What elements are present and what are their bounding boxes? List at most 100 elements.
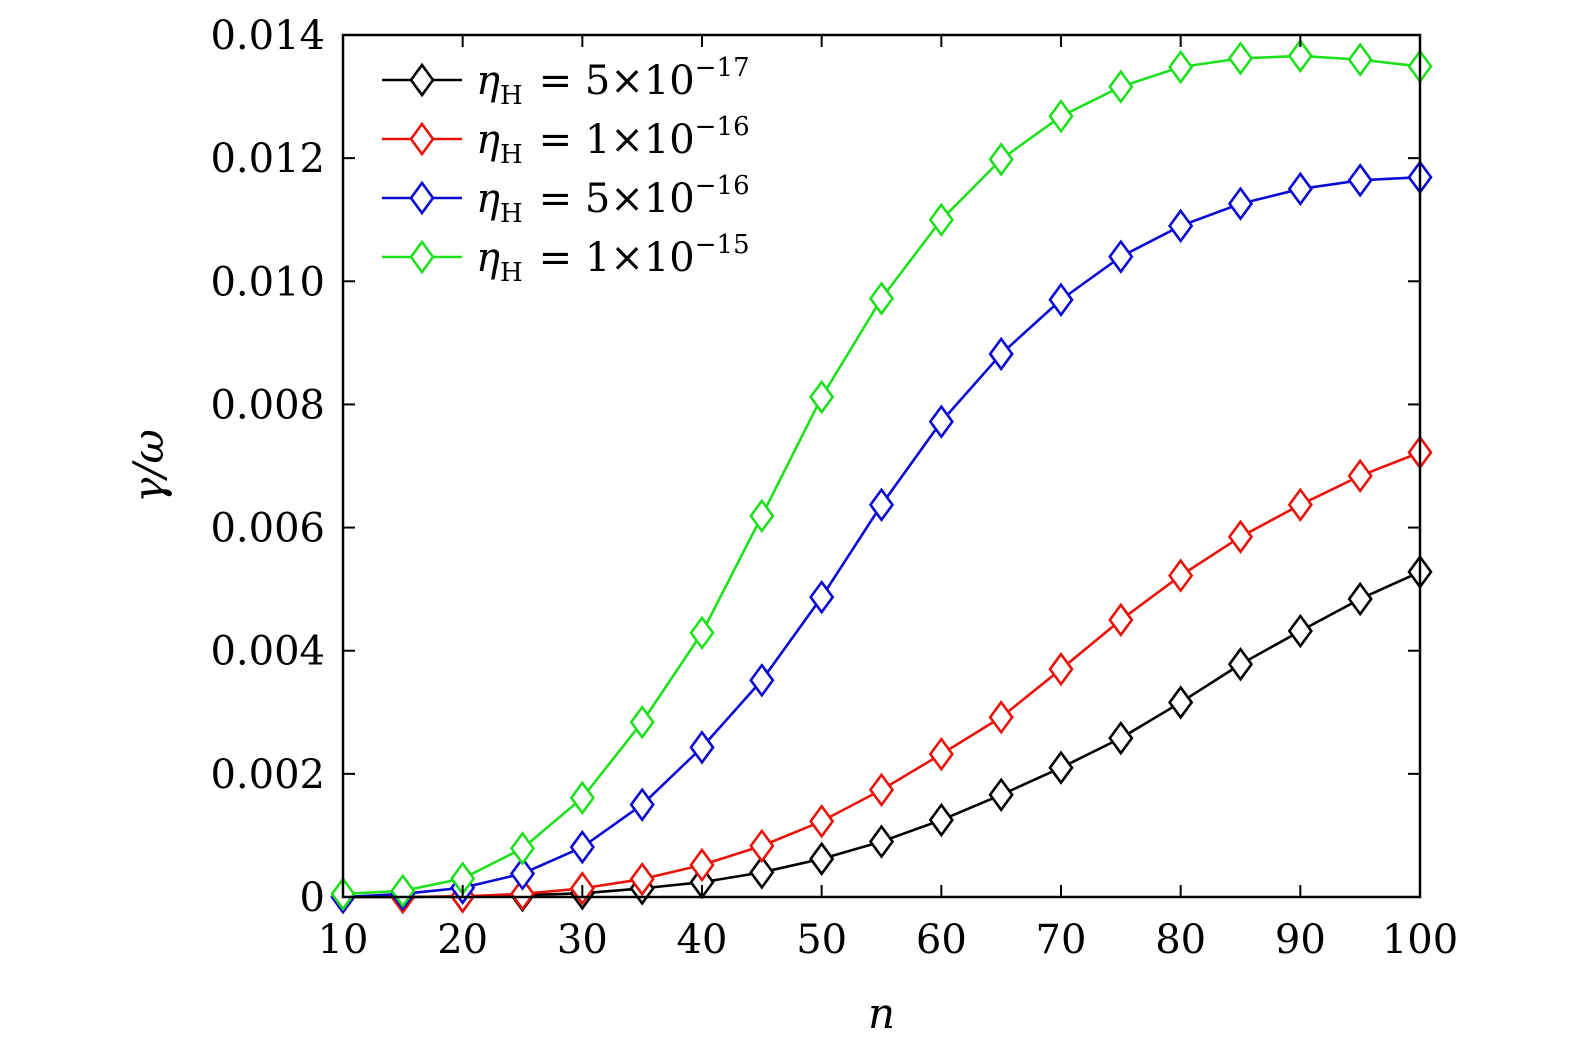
legend-subscript: H — [500, 199, 523, 229]
legend-subscript: H — [500, 258, 523, 288]
y-tick-label: 0.014 — [210, 13, 325, 59]
legend-label: ηH = 5×10−16 — [476, 171, 750, 229]
data-point-marker — [1048, 99, 1074, 134]
legend-coefficient: 5 — [585, 176, 610, 222]
data-point-marker — [988, 777, 1014, 812]
x-tick-label: 90 — [1275, 917, 1326, 963]
legend-times: ×10 — [610, 176, 694, 222]
legend-symbol: η — [476, 235, 500, 281]
data-point-marker — [749, 828, 775, 864]
data-point-marker — [1108, 239, 1134, 274]
y-tick-label: 0.006 — [210, 506, 325, 552]
legend-marker — [409, 121, 435, 157]
x-tick-label: 50 — [796, 917, 847, 963]
data-point-marker — [988, 336, 1014, 372]
legend-item: ηH = 5×10−16 — [382, 171, 750, 229]
series-layer — [330, 38, 1433, 915]
legend-exponent: −15 — [695, 230, 750, 260]
legend-times: ×10 — [610, 235, 694, 281]
data-point-marker — [928, 202, 954, 237]
data-point-marker — [809, 379, 835, 415]
y-axis-ticks: 0 0.002 0.004 0.006 0.008 0.010 0.012 0.014 — [210, 13, 1420, 921]
x-tick-label: 100 — [1382, 917, 1458, 963]
legend-exponent: −17 — [695, 53, 750, 83]
data-point-marker — [749, 663, 775, 698]
legend-equals: = — [539, 176, 585, 222]
legend-coefficient: 1 — [585, 117, 610, 163]
y-tick-label: 0.004 — [210, 629, 325, 675]
data-point-marker — [509, 831, 536, 866]
data-point-marker — [988, 700, 1014, 735]
series-line — [342, 54, 1421, 896]
legend-item: ηH = 5×10−17 — [382, 53, 750, 111]
legend-item: ηH = 1×10−15 — [382, 230, 750, 288]
data-point-marker — [809, 579, 835, 615]
data-point-marker — [749, 498, 775, 534]
data-point-marker — [509, 856, 536, 891]
data-point-marker — [1168, 558, 1194, 593]
data-point-marker — [1168, 49, 1194, 85]
plot-frame — [341, 33, 1422, 899]
data-point-marker — [1048, 750, 1074, 785]
legend-symbol: η — [476, 58, 500, 104]
data-point-marker — [1287, 171, 1313, 207]
legend-label: ηH = 1×10−15 — [476, 230, 750, 288]
y-tick-label: 0 — [300, 875, 325, 921]
data-point-marker — [868, 824, 895, 859]
data-point-marker — [1108, 69, 1134, 104]
legend-subscript: H — [500, 140, 523, 170]
data-point-marker — [1048, 651, 1074, 687]
data-point-marker — [1048, 282, 1074, 317]
data-point-marker — [928, 802, 954, 838]
legend-times: ×10 — [610, 117, 694, 163]
data-point-marker — [629, 704, 655, 740]
legend-marker — [409, 62, 435, 98]
data-point-marker — [1168, 685, 1194, 720]
data-point-marker — [868, 281, 895, 316]
data-point-marker — [1347, 163, 1373, 198]
data-point-marker — [928, 736, 954, 772]
data-point-marker — [868, 772, 895, 808]
x-tick-label: 40 — [677, 917, 728, 963]
data-point-marker — [868, 487, 895, 522]
data-point-marker — [1287, 613, 1313, 649]
legend-coefficient: 5 — [585, 58, 610, 104]
data-point-marker — [1227, 186, 1254, 221]
data-point-marker — [1347, 581, 1373, 617]
legend-label: ηH = 1×10−16 — [476, 112, 750, 170]
legend-marker — [409, 239, 435, 275]
data-point-marker — [689, 615, 715, 651]
legend-equals: = — [539, 117, 585, 163]
y-axis-label: γ/ω — [124, 429, 173, 503]
data-point-marker — [1168, 208, 1194, 244]
data-point-marker — [1347, 42, 1373, 77]
legend-equals: = — [539, 235, 585, 281]
data-point-marker — [1347, 458, 1373, 494]
x-tick-label: 60 — [916, 917, 967, 963]
data-point-marker — [749, 855, 775, 890]
data-point-marker — [1108, 602, 1134, 638]
legend-exponent: −16 — [695, 171, 750, 201]
legend-item: ηH = 1×10−16 — [382, 112, 750, 170]
data-point-marker — [988, 142, 1014, 177]
data-point-marker — [689, 730, 715, 765]
y-tick-label: 0.010 — [210, 259, 325, 305]
data-point-marker — [1287, 38, 1313, 74]
y-tick-label: 0.008 — [210, 382, 325, 428]
series-4 — [330, 38, 1433, 912]
data-point-marker — [928, 404, 954, 439]
data-point-marker — [689, 847, 715, 883]
x-tick-label: 20 — [437, 917, 488, 963]
data-point-marker — [1287, 487, 1313, 522]
legend-equals: = — [539, 58, 585, 104]
data-point-marker — [1227, 647, 1254, 682]
legend-coefficient: 1 — [585, 235, 610, 281]
data-point-marker — [569, 829, 595, 865]
x-tick-label: 30 — [557, 917, 608, 963]
x-tick-label: 80 — [1155, 917, 1206, 963]
data-point-marker — [629, 861, 655, 897]
data-point-marker — [509, 876, 536, 912]
data-point-marker — [1227, 41, 1254, 76]
